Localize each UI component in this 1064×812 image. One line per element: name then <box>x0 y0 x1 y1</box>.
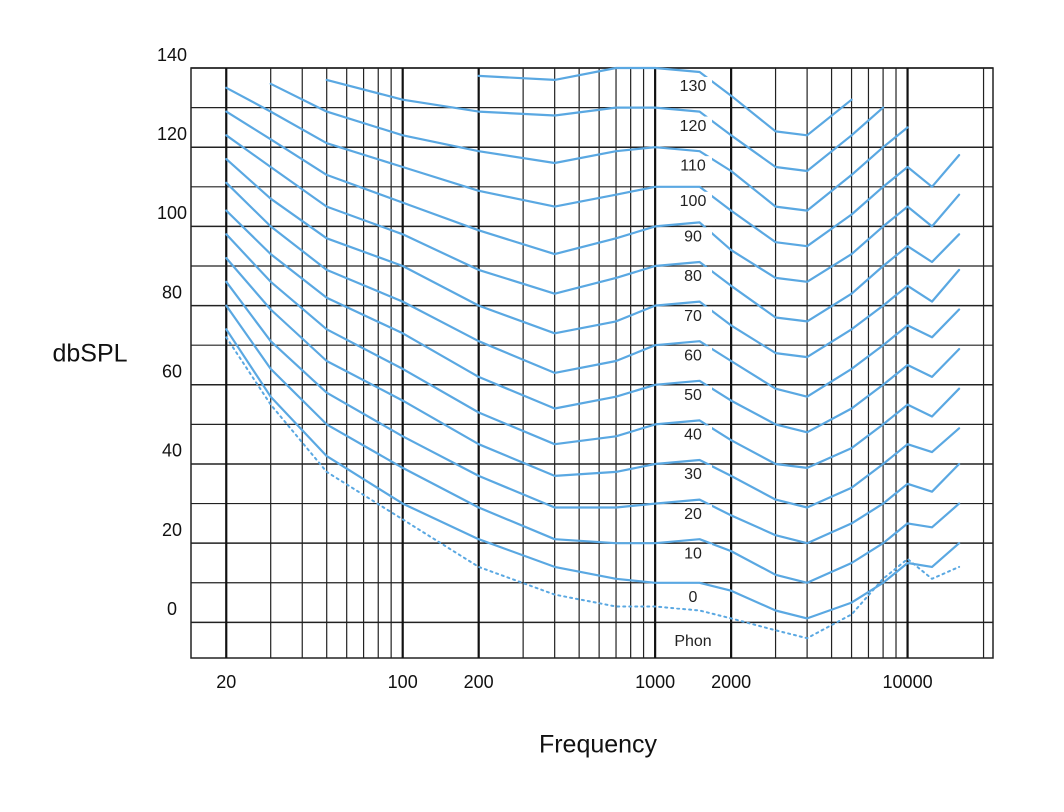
curve-label-title: Phon <box>674 633 711 650</box>
y-tick-label: 0 <box>167 599 177 619</box>
label-background <box>674 385 712 406</box>
contour-curve <box>225 158 961 359</box>
x-tick-label: 10000 <box>883 672 933 692</box>
y-tick-label: 80 <box>162 282 182 302</box>
curve-label: 40 <box>684 427 702 444</box>
x-tick-label: 2000 <box>711 672 751 692</box>
curve-label: 120 <box>680 118 707 135</box>
curve-label: 30 <box>684 466 702 483</box>
label-background <box>674 116 712 137</box>
x-tick-label: 1000 <box>635 672 675 692</box>
contour-curve <box>477 66 853 137</box>
contour-curve <box>325 78 885 173</box>
y-tick-label: 60 <box>162 362 182 382</box>
curve-label: 20 <box>684 506 702 523</box>
label-background <box>674 465 712 486</box>
contour-curve <box>225 209 961 434</box>
y-tick-label: 140 <box>157 45 187 65</box>
contour-curve <box>225 86 961 248</box>
curve-label: 50 <box>684 387 702 404</box>
curve-label: 100 <box>680 193 707 210</box>
y-tick-label: 120 <box>157 124 187 144</box>
curve-label: 10 <box>684 545 702 562</box>
label-background <box>674 346 712 367</box>
curve-label: 130 <box>680 78 707 95</box>
contour-curve <box>225 134 961 323</box>
contour-curve <box>225 110 961 283</box>
x-tick-label: 20 <box>216 672 236 692</box>
label-background <box>674 227 712 248</box>
label-background <box>669 632 717 652</box>
label-background <box>674 191 712 212</box>
x-tick-label: 200 <box>464 672 494 692</box>
y-tick-label: 40 <box>162 441 182 461</box>
contour-curve <box>269 82 909 212</box>
curve-label: 110 <box>680 157 706 174</box>
contour-curve <box>225 257 961 509</box>
y-tick-label: 20 <box>162 520 182 540</box>
x-axis-title: Frequency <box>539 731 658 759</box>
label-background <box>674 587 712 608</box>
contour-curve <box>225 280 961 545</box>
curve-label: 90 <box>684 229 702 246</box>
curve-label: 0 <box>689 589 698 606</box>
y-tick-label: 100 <box>157 203 187 223</box>
y-axis-title: dbSPL <box>52 340 127 368</box>
label-background <box>674 425 712 446</box>
curve-label: 70 <box>684 308 702 325</box>
contour-curve <box>225 233 961 469</box>
contour-curve <box>225 181 961 398</box>
curve-label: 80 <box>684 268 702 285</box>
label-background <box>674 544 712 565</box>
label-background <box>674 267 712 288</box>
label-background <box>674 504 712 525</box>
x-tick-label: 100 <box>388 672 418 692</box>
label-background <box>674 156 712 177</box>
label-background <box>674 306 712 327</box>
label-background <box>674 76 712 97</box>
contour-curve <box>225 304 961 584</box>
contour-curve <box>225 328 961 620</box>
threshold-curve <box>225 336 961 640</box>
curve-label: 60 <box>684 347 702 364</box>
